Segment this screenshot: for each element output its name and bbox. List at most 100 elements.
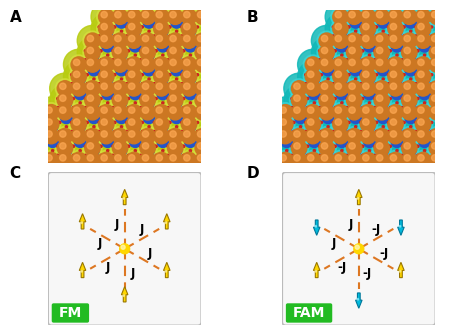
Circle shape [291, 154, 293, 156]
Circle shape [44, 117, 59, 132]
Circle shape [352, 44, 356, 49]
Circle shape [293, 136, 296, 138]
Circle shape [167, 59, 169, 61]
Circle shape [73, 59, 80, 66]
Circle shape [101, 26, 113, 37]
Circle shape [345, 7, 364, 27]
Circle shape [179, 162, 199, 182]
Circle shape [310, 80, 315, 85]
Circle shape [91, 145, 121, 175]
Circle shape [57, 107, 59, 109]
Circle shape [148, 126, 150, 128]
Circle shape [308, 59, 314, 66]
Circle shape [60, 143, 66, 149]
Circle shape [353, 157, 383, 187]
Circle shape [55, 126, 74, 146]
Circle shape [142, 136, 144, 138]
Circle shape [189, 102, 191, 104]
Circle shape [76, 68, 81, 73]
Circle shape [345, 126, 364, 146]
Circle shape [154, 117, 169, 132]
Circle shape [22, 121, 53, 151]
Circle shape [193, 79, 212, 98]
Circle shape [377, 97, 388, 109]
Circle shape [374, 112, 376, 114]
Circle shape [87, 131, 93, 137]
Circle shape [418, 35, 424, 42]
Circle shape [193, 43, 212, 62]
Circle shape [44, 105, 59, 120]
Circle shape [85, 105, 100, 120]
Circle shape [57, 121, 60, 124]
Circle shape [300, 108, 301, 110]
Circle shape [423, 131, 426, 134]
Circle shape [379, 18, 383, 23]
Circle shape [346, 154, 348, 156]
Circle shape [291, 145, 293, 147]
Circle shape [91, 49, 121, 80]
Circle shape [331, 126, 350, 146]
Circle shape [313, 150, 315, 152]
Circle shape [120, 108, 123, 110]
Circle shape [387, 83, 390, 85]
Circle shape [113, 112, 115, 114]
Circle shape [179, 79, 199, 98]
Circle shape [146, 145, 177, 175]
Circle shape [147, 141, 149, 143]
Circle shape [270, 109, 301, 139]
Circle shape [368, 69, 370, 71]
Circle shape [349, 143, 356, 149]
Circle shape [415, 74, 417, 76]
Circle shape [355, 108, 357, 110]
Circle shape [100, 50, 102, 52]
Circle shape [115, 97, 127, 109]
Circle shape [350, 112, 362, 124]
Circle shape [186, 42, 191, 46]
Circle shape [410, 78, 412, 80]
Circle shape [416, 9, 431, 25]
Circle shape [321, 95, 328, 101]
Circle shape [408, 61, 438, 92]
Circle shape [148, 78, 150, 80]
Circle shape [193, 91, 212, 110]
Circle shape [154, 136, 156, 138]
Circle shape [335, 26, 347, 37]
Circle shape [146, 109, 177, 139]
Circle shape [92, 159, 94, 161]
Circle shape [64, 159, 67, 161]
Circle shape [28, 150, 47, 170]
Circle shape [81, 271, 82, 272]
Circle shape [110, 0, 130, 15]
Circle shape [402, 64, 404, 67]
Circle shape [373, 86, 377, 91]
Circle shape [182, 81, 197, 96]
Circle shape [71, 145, 73, 147]
Circle shape [57, 140, 73, 156]
Circle shape [296, 147, 300, 151]
Circle shape [405, 112, 417, 124]
Circle shape [418, 17, 419, 19]
Circle shape [420, 90, 425, 94]
Circle shape [368, 150, 371, 152]
Circle shape [99, 49, 101, 52]
Circle shape [311, 85, 342, 116]
Circle shape [197, 143, 204, 149]
Circle shape [355, 245, 359, 249]
Circle shape [285, 135, 287, 137]
Circle shape [114, 136, 117, 138]
Circle shape [159, 90, 164, 94]
Circle shape [126, 33, 142, 48]
Circle shape [128, 64, 130, 67]
Circle shape [83, 79, 102, 98]
Circle shape [431, 41, 433, 43]
Circle shape [413, 79, 433, 98]
Circle shape [184, 26, 195, 37]
Circle shape [413, 150, 433, 170]
Circle shape [395, 117, 397, 119]
Circle shape [132, 0, 163, 20]
Circle shape [373, 39, 377, 43]
Circle shape [408, 157, 438, 187]
Circle shape [154, 152, 169, 168]
Circle shape [416, 97, 418, 100]
Circle shape [435, 92, 439, 97]
